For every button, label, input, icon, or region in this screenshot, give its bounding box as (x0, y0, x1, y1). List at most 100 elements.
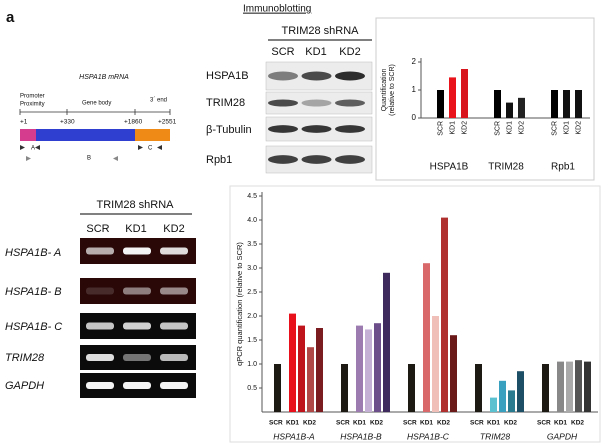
gel-row-label: HSPA1B- A (5, 247, 61, 259)
amplicon-label: C (148, 146, 153, 152)
bar (551, 90, 558, 118)
bar (542, 364, 549, 412)
group-label: Rpb1 (551, 162, 575, 173)
blot-band (335, 99, 365, 107)
group-label: TRIM28 (480, 431, 511, 441)
lane-label: SCR (271, 46, 294, 58)
bar (341, 364, 348, 412)
bar (518, 97, 525, 118)
amplicon-label: A (31, 146, 35, 152)
bar-label: SCR (437, 121, 444, 136)
y-tick-label: 2.5 (247, 289, 257, 296)
bar-label: KD1 (286, 420, 299, 427)
y-tick-label: 0.5 (247, 385, 257, 392)
gel-row-label: GAPDH (5, 380, 44, 392)
y-axis-title: qPCR quantification (relative to SCR) (235, 242, 244, 366)
position-label: +2551 (158, 119, 177, 126)
bar (298, 325, 305, 412)
bar (490, 397, 497, 412)
bar (450, 335, 457, 412)
bar-label: KD2 (303, 420, 316, 427)
gel-band (123, 322, 151, 330)
blot-images (265, 61, 373, 174)
group-label: TRIM28 (488, 162, 524, 173)
y-tick-label: 2 (412, 57, 417, 66)
bar (365, 329, 372, 412)
bar (475, 364, 482, 412)
lane-label: SCR (86, 223, 109, 235)
y-tick-label: 0 (412, 113, 417, 122)
bar (494, 90, 501, 118)
bar-label: KD1 (353, 420, 366, 427)
bar (563, 90, 570, 118)
gel-row-label: TRIM28 (5, 352, 45, 364)
bar-label: SCR (470, 420, 484, 427)
bar (408, 364, 415, 412)
primer-arrows (20, 145, 162, 161)
bar-label: KD2 (518, 121, 525, 135)
region-label: Proximity (20, 102, 45, 108)
y-tick-label: 2.0 (247, 313, 257, 320)
bar-label: KD2 (370, 420, 383, 427)
bar (316, 328, 323, 412)
blot-band (301, 99, 332, 107)
bar (374, 323, 381, 412)
region-bar (20, 129, 36, 141)
y-tick-label: 1 (412, 85, 417, 94)
blot-band (335, 71, 365, 81)
bar (506, 102, 513, 118)
gel-band (123, 354, 151, 361)
gel-band (86, 247, 114, 255)
blot-row-label: β-Tubulin (206, 124, 252, 136)
region-label: 3´ end (150, 98, 167, 104)
bar-label: SCR (403, 420, 417, 427)
bar-label: KD1 (506, 121, 513, 135)
gel-band (123, 287, 151, 295)
y-tick-label: 3.0 (247, 265, 257, 272)
bar (517, 371, 524, 412)
y-axis-title: Quantification (381, 68, 388, 111)
bar (383, 272, 390, 412)
group-label: HSPA1B (430, 162, 469, 173)
bar-label: SCR (551, 121, 558, 136)
bar (441, 217, 448, 412)
y-tick-label: 3.5 (247, 241, 257, 248)
blot-band (268, 99, 298, 107)
blot-row-label: Rpb1 (206, 154, 232, 166)
bar-label: SCR (494, 121, 501, 136)
bar (566, 361, 573, 412)
bar (423, 263, 430, 412)
bar (499, 380, 506, 412)
bar (356, 325, 363, 412)
blot-band (268, 71, 298, 81)
gel-images (80, 238, 196, 398)
y-tick-label: 4.5 (247, 193, 257, 200)
group-label: HSPA1B-B (340, 431, 382, 441)
region-label: Gene body (82, 101, 111, 107)
blot-band (301, 125, 332, 133)
bar-label: KD2 (461, 121, 468, 135)
y-tick-label: 1.5 (247, 337, 257, 344)
gel-band (160, 354, 188, 361)
bar (508, 390, 515, 412)
region-label: Promoter (20, 94, 45, 100)
gel-band (86, 322, 114, 330)
blot-band (335, 125, 365, 133)
ruler (19, 109, 171, 115)
bar (584, 361, 591, 412)
bar (557, 361, 564, 412)
blot-band (301, 71, 332, 81)
blot-band (268, 125, 298, 133)
gel-band (86, 382, 114, 389)
panel-label: a (6, 9, 15, 26)
bar-label: KD1 (554, 420, 567, 427)
chart-frame (375, 17, 595, 181)
group-label: GAPDH (547, 431, 578, 441)
gel-row-label: HSPA1B- C (5, 321, 62, 333)
y-tick-label: 1.0 (247, 361, 257, 368)
gel-row-label: HSPA1B- B (5, 286, 62, 298)
bar-label: KD1 (420, 420, 433, 427)
gel-band (160, 322, 188, 330)
bar (307, 347, 314, 412)
